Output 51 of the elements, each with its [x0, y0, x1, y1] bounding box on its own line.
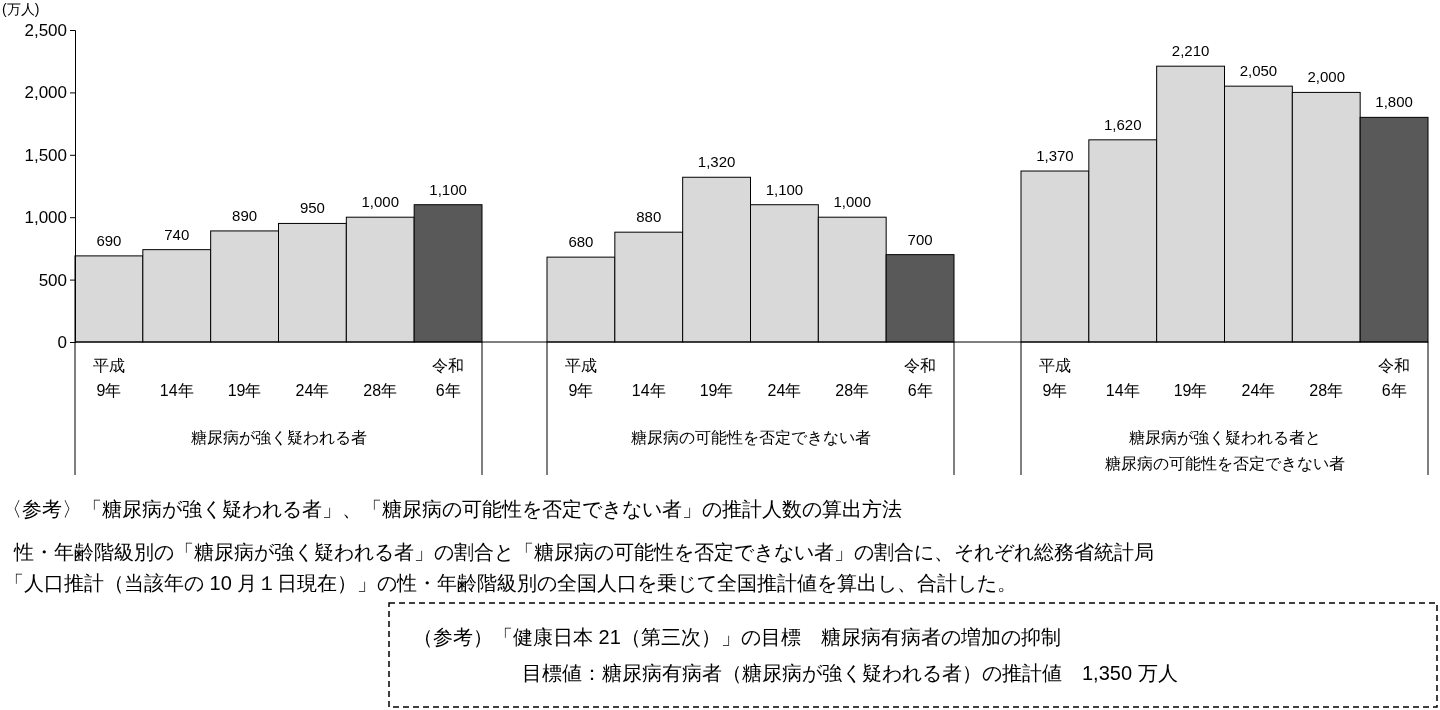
y-tick-label: 1,000	[24, 208, 67, 228]
y-tick-label: 0	[57, 332, 67, 352]
data-label: 950	[299, 199, 325, 217]
data-label: 1,620	[1103, 115, 1142, 133]
x-axis-title: 糖尿病が強く疑われる者	[190, 429, 367, 446]
x-tick-label: 令和 6年	[432, 357, 465, 399]
data-label: 1,000	[361, 193, 400, 211]
data-label: 890	[232, 206, 258, 224]
x-tick-label: 24年	[1241, 382, 1276, 399]
data-label: 1,100	[429, 180, 467, 198]
y-tick-label: 500	[38, 270, 67, 290]
x-tick-label: 令和 6年	[1378, 357, 1411, 399]
x-tick-label: 14年	[159, 382, 194, 399]
x-tick-label: 19年	[227, 382, 262, 399]
x-tick-label: 19年	[699, 382, 734, 399]
data-label: 690	[96, 231, 122, 249]
y-axis-title: (万人)	[2, 1, 40, 17]
x-tick-label: 28年	[363, 382, 398, 399]
data-label: 700	[907, 230, 933, 248]
x-tick-label: 19年	[1173, 382, 1208, 399]
x-tick-label: 平成 9年	[1038, 357, 1071, 399]
data-label: 1,000	[833, 193, 872, 211]
y-tick-label: 2,000	[24, 83, 67, 103]
text: 「人口推計（当該年の 10 月１日現在）」の性・年齢階級別の全国人口を乗じて全国推計値を算出し、合計した。	[4, 572, 1018, 594]
x-tick-label: 28年	[1309, 382, 1344, 399]
data-label: 2,000	[1307, 68, 1346, 86]
text: （参考）「健康日本 21（第三次）」の目標 糖尿病有病者の増加の抑制	[413, 626, 1061, 648]
x-tick-label: 24年	[295, 382, 330, 399]
text: 性・年齢階級別の「糖尿病が強く疑われる者」の割合と「糖尿病の可能性を否定できない者」の割合に、それぞれ総務省統計局	[13, 541, 1154, 563]
x-tick-label: 28年	[835, 382, 870, 399]
data-label: 1,800	[1375, 93, 1413, 111]
data-label: 740	[164, 225, 190, 243]
x-tick-label: 14年	[631, 382, 666, 399]
x-tick-label: 14年	[1105, 382, 1140, 399]
x-tick-label: 平成 9年	[564, 357, 597, 399]
text: 目標値：糖尿病有病者（糖尿病が強く疑われる者）の推計値 1,350 万人	[522, 662, 1178, 684]
data-label: 2,050	[1239, 62, 1278, 80]
text: 〈参考〉「糖尿病が強く疑われる者」、「糖尿病の可能性を否定できない者」の推計人数の算出方法	[2, 498, 902, 520]
x-tick-label: 平成 9年	[92, 357, 125, 399]
y-tick-label: 1,500	[24, 145, 67, 165]
data-label: 1,370	[1036, 147, 1074, 165]
data-label: 680	[568, 233, 594, 251]
data-label: 1,100	[765, 180, 804, 198]
data-label: 2,210	[1171, 42, 1210, 60]
x-axis-title: 糖尿病の可能性を否定できない者	[630, 429, 871, 446]
data-label: 880	[636, 208, 662, 226]
x-axis-title: 糖尿病が強く疑われる者と糖尿病の可能性を否定できない者	[1104, 429, 1345, 472]
x-tick-label: 24年	[767, 382, 802, 399]
y-tick-label: 2,500	[24, 20, 67, 40]
x-tick-label: 令和 6年	[904, 357, 937, 399]
data-label: 1,320	[697, 153, 736, 171]
